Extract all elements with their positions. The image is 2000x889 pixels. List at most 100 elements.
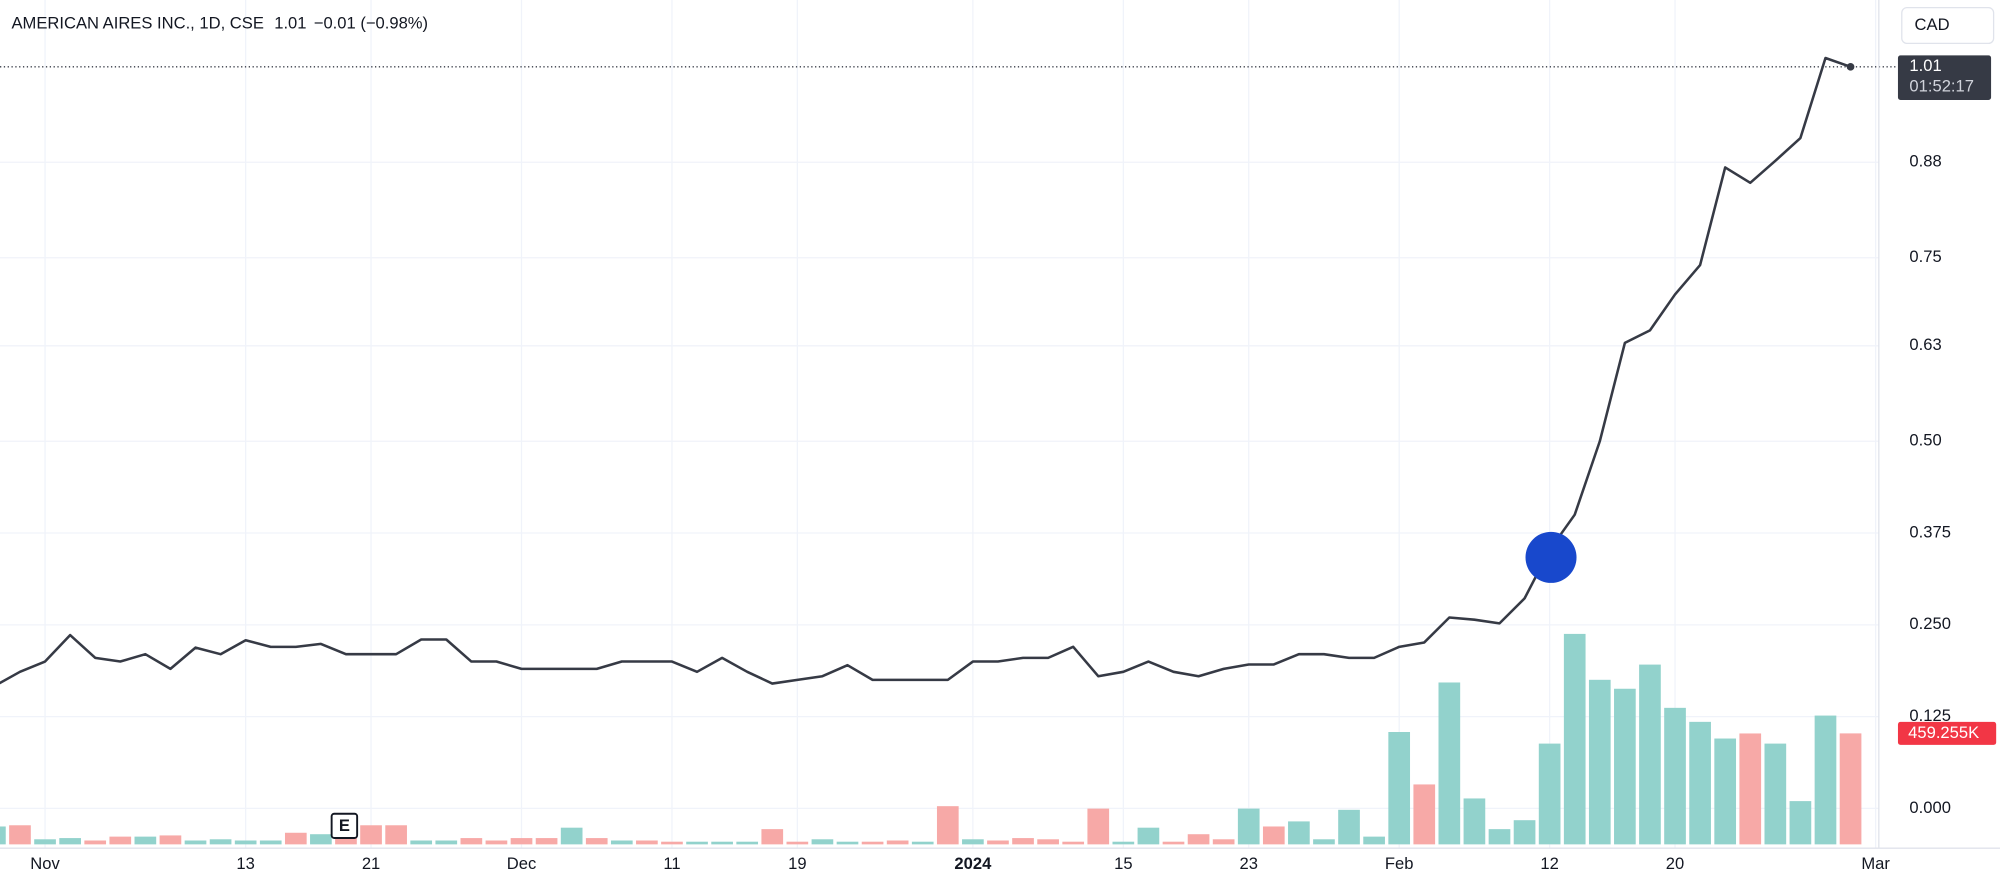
volume-bar	[1262, 826, 1285, 845]
volume-bar	[109, 836, 132, 845]
volume-bar	[1639, 664, 1661, 845]
cursor-indicator	[1525, 531, 1577, 583]
volume-bar	[936, 806, 959, 845]
volume-bar	[1388, 732, 1411, 845]
volume-label-box	[1897, 721, 1997, 745]
y-tick-label: 0.000	[1909, 798, 1951, 817]
last-point	[1846, 62, 1855, 71]
volume-bar	[1413, 784, 1436, 845]
volume-bar	[661, 841, 683, 845]
countdown: 01:52:17	[1909, 77, 1974, 96]
volume-bar	[1839, 733, 1862, 845]
last-price-label: 1.01	[1909, 56, 1941, 75]
y-tick-label: 0.125	[1909, 706, 1951, 725]
currency-button[interactable]	[1901, 7, 1995, 45]
x-tick-label: Dec	[507, 854, 536, 873]
volume-bar	[1614, 688, 1636, 845]
volume-bar	[1714, 738, 1737, 845]
volume-bar	[1288, 821, 1310, 845]
volume-bar	[159, 835, 182, 845]
volume-bar	[1814, 715, 1837, 845]
volume-bar	[1237, 808, 1260, 845]
x-tick-label: Nov	[30, 854, 60, 873]
volume-bar	[84, 840, 107, 845]
volume-bar	[1689, 721, 1711, 845]
volume-bar	[1162, 841, 1185, 845]
volume-bar	[886, 840, 909, 845]
y-tick-label: 0.63	[1909, 335, 1941, 354]
volume-bar	[410, 840, 433, 845]
y-tick-label: 0.88	[1909, 152, 1941, 171]
volume-bar	[535, 838, 558, 845]
volume-bar	[861, 841, 884, 845]
volume-pane	[0, 633, 1862, 845]
volume-bar	[1338, 809, 1360, 845]
y-tick-label: 0.75	[1909, 247, 1941, 266]
volume-bar	[209, 839, 232, 845]
volume-bar	[1488, 829, 1511, 845]
volume-bar	[1588, 679, 1611, 845]
volume-bar	[310, 834, 332, 845]
earnings-marker[interactable]: E	[339, 816, 350, 835]
last-price-box	[1897, 55, 1992, 100]
volume-bar	[736, 841, 759, 845]
currency[interactable]: CAD	[1915, 15, 1950, 34]
volume-bar	[610, 840, 633, 845]
volume-bar	[911, 841, 934, 845]
volume-bar	[636, 840, 658, 845]
volume-bar	[1137, 827, 1160, 845]
volume-bar	[987, 840, 1009, 845]
volume-bar	[1739, 733, 1762, 845]
volume-bar	[1764, 743, 1787, 845]
volume-bar	[184, 840, 207, 845]
x-tick-label: 13	[236, 854, 254, 873]
volume-bar	[962, 839, 984, 845]
last-value: 1.01	[274, 14, 306, 33]
volume-bar	[1438, 682, 1461, 845]
volume-bar	[560, 827, 583, 845]
volume-bar	[385, 825, 407, 845]
x-tick-label: 23	[1239, 854, 1257, 873]
volume-bar	[711, 841, 733, 845]
volume-bar	[1112, 841, 1135, 845]
volume-bar	[1062, 841, 1085, 845]
x-tick-label: Mar	[1861, 854, 1890, 873]
x-tick-label: 20	[1666, 854, 1684, 873]
volume-bar	[1513, 820, 1536, 845]
volume-bar	[34, 839, 56, 845]
volume-bar	[59, 838, 81, 845]
volume-bar	[1012, 838, 1034, 845]
volume-bar	[1037, 839, 1059, 845]
volume-bar	[485, 840, 508, 845]
volume-bar	[1563, 633, 1586, 845]
volume-bar	[836, 841, 859, 845]
volume-bar	[435, 840, 458, 845]
volume-bar	[234, 840, 257, 845]
x-tick-label: 21	[362, 854, 380, 873]
volume-bar	[1363, 836, 1385, 845]
volume-bar	[0, 826, 6, 845]
volume-bar	[360, 825, 382, 845]
volume-bar	[786, 841, 809, 845]
x-tick-label: 15	[1114, 854, 1132, 873]
volume-bar	[259, 840, 282, 845]
x-tick-label: 12	[1540, 854, 1558, 873]
x-tick-label: 2024	[954, 854, 992, 873]
volume-bar	[761, 829, 784, 845]
grid	[0, 0, 1879, 849]
volume-label: 459.255K	[1908, 723, 1979, 742]
earnings-marker-box[interactable]	[330, 812, 359, 839]
volume-bar	[1664, 707, 1686, 845]
symbol: AMERICAN AIRES INC., 1D, CSE	[11, 14, 263, 33]
volume-bar	[1187, 834, 1210, 845]
volume-bar	[1212, 839, 1235, 845]
x-tick-label: Feb	[1385, 854, 1414, 873]
x-tick-label: 19	[788, 854, 806, 873]
volume-bar	[284, 832, 307, 845]
volume-bar	[1313, 839, 1335, 845]
volume-bar	[510, 838, 533, 845]
volume-bar	[686, 841, 708, 845]
volume-bar	[811, 839, 834, 845]
